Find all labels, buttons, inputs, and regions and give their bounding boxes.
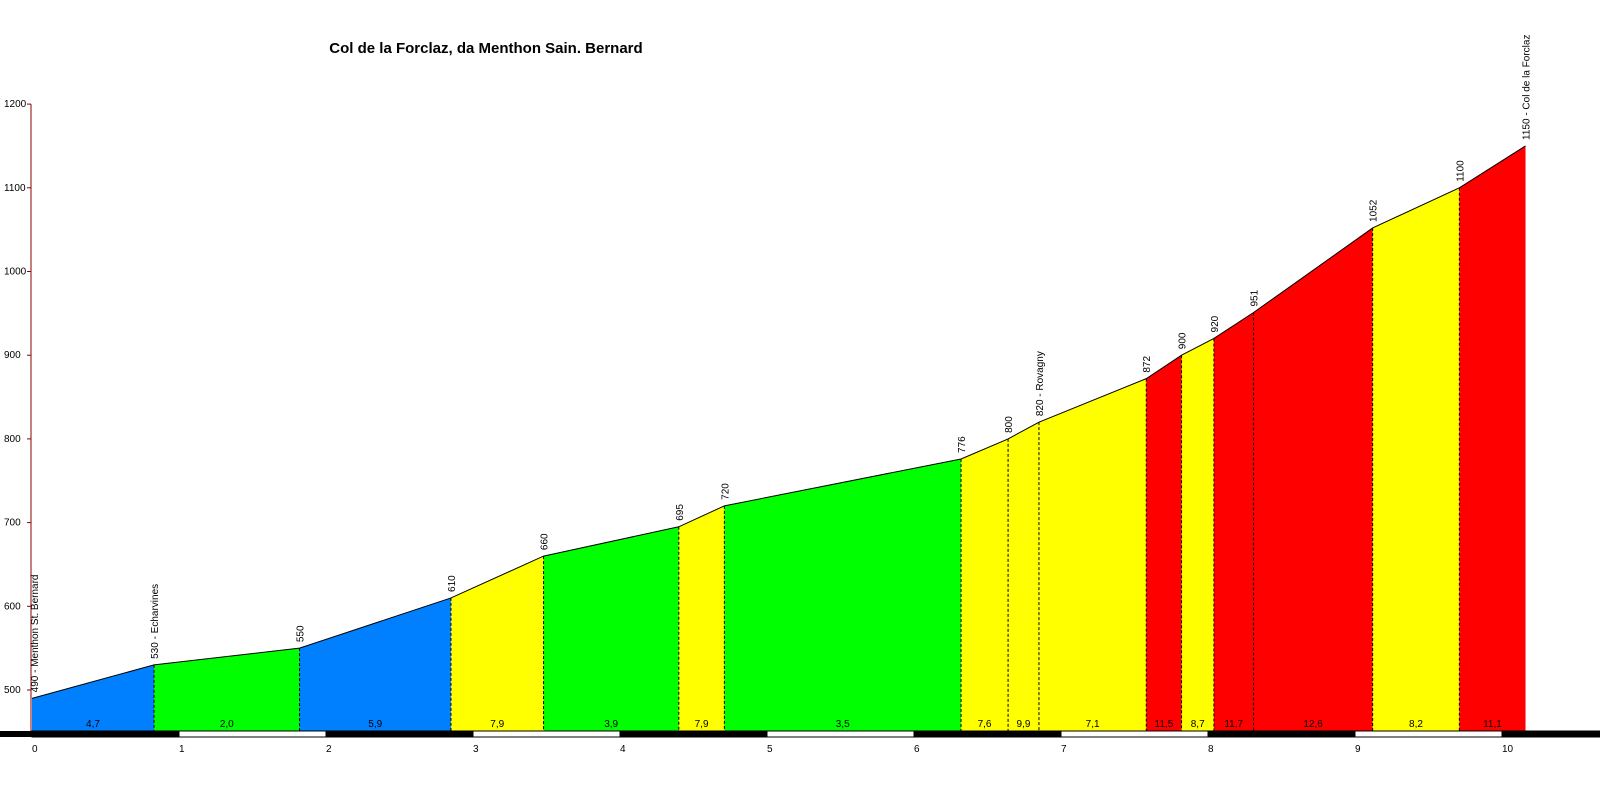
y-tick-label: 600 bbox=[4, 601, 21, 612]
gradient-label: 4,7 bbox=[86, 719, 100, 730]
gradient-label: 11,1 bbox=[1483, 719, 1502, 730]
profile-segment-8 bbox=[961, 438, 1009, 732]
profile-segment-16 bbox=[1459, 145, 1526, 732]
point-label: 920 bbox=[1210, 315, 1221, 332]
chart-title: Col de la Forclaz, da Menthon Sain. Bern… bbox=[329, 40, 642, 57]
gradient-label: 7,9 bbox=[695, 719, 709, 730]
x-tick-label: 7 bbox=[1061, 744, 1067, 755]
km-bar-segment bbox=[472, 730, 621, 738]
y-tick-label: 900 bbox=[4, 350, 21, 361]
km-bar-segment bbox=[1501, 730, 1600, 738]
km-bar-segment bbox=[913, 730, 1062, 738]
x-tick-label: 6 bbox=[914, 744, 920, 755]
profile-segment-3 bbox=[299, 597, 451, 732]
gradient-label: 5,9 bbox=[368, 719, 382, 730]
point-label: 1150 - Col de la Forclaz bbox=[1522, 35, 1533, 140]
profile-segment-12 bbox=[1181, 338, 1214, 732]
point-label: 872 bbox=[1142, 356, 1153, 373]
x-tick-label: 2 bbox=[326, 744, 332, 755]
profile-segment-1 bbox=[32, 664, 155, 732]
point-label: 1100 bbox=[1455, 160, 1466, 182]
profile-segment-2 bbox=[154, 648, 300, 732]
y-tick-label: 1100 bbox=[4, 183, 26, 194]
profile-segment-13 bbox=[1213, 312, 1254, 732]
profile-segments bbox=[31, 145, 1526, 733]
km-bar-segment bbox=[619, 730, 768, 738]
point-label: 820 - Rovagny bbox=[1035, 351, 1046, 416]
gradient-label: 7,1 bbox=[1086, 719, 1100, 730]
gradient-label: 9,9 bbox=[1017, 719, 1031, 730]
profile-segment-15 bbox=[1372, 187, 1460, 733]
y-tick-label: 1000 bbox=[4, 267, 27, 278]
point-label: 720 bbox=[720, 483, 731, 500]
point-label: 900 bbox=[1178, 332, 1189, 349]
gradient-label: 8,7 bbox=[1191, 719, 1205, 730]
km-bar-segment bbox=[178, 730, 327, 738]
profile-segment-10 bbox=[1038, 378, 1147, 732]
gradient-label: 8,2 bbox=[1409, 719, 1423, 730]
profile-segment-6 bbox=[678, 505, 725, 732]
y-tick-label: 1200 bbox=[4, 99, 27, 110]
gradient-label: 3,9 bbox=[604, 719, 618, 730]
km-bar-segment bbox=[1354, 730, 1503, 738]
gradient-label: 11,7 bbox=[1224, 719, 1243, 730]
point-label: 530 - Echarvines bbox=[150, 584, 161, 659]
gradient-label: 11,5 bbox=[1155, 719, 1174, 730]
x-tick-label: 1 bbox=[179, 744, 185, 755]
x-tick-label: 5 bbox=[767, 744, 773, 755]
point-labels: 490 - Menthon St. Bernard 530 - Echarvine… bbox=[30, 35, 1533, 693]
profile-segment-7 bbox=[724, 458, 962, 732]
gradient-label: 7,6 bbox=[978, 719, 992, 730]
gradient-labels: 4,7 2,0 5,9 7,9 3,9 7,9 3,5 7,6 9,9 7,1 11,5 8,7 11,… bbox=[86, 719, 1502, 730]
y-tick-label: 800 bbox=[4, 434, 21, 445]
point-label: 550 bbox=[296, 625, 307, 642]
point-label: 800 bbox=[1004, 416, 1015, 433]
point-label: 776 bbox=[957, 436, 968, 453]
profile-segment-5 bbox=[543, 526, 679, 732]
point-label: 695 bbox=[675, 504, 686, 521]
point-label: 1052 bbox=[1369, 199, 1380, 222]
gradient-label: 3,5 bbox=[836, 719, 850, 730]
x-tick-label: 10 bbox=[1502, 744, 1514, 755]
profile-segment-11 bbox=[1146, 355, 1182, 732]
km-bar-segment bbox=[325, 730, 474, 738]
km-bar-segment bbox=[31, 730, 180, 738]
km-bar-segment bbox=[1060, 730, 1209, 738]
point-label: 490 - Menthon St. Bernard bbox=[30, 575, 41, 693]
gradient-label: 2,0 bbox=[220, 719, 234, 730]
profile-segment-14 bbox=[1253, 227, 1373, 732]
km-bar-segment bbox=[766, 730, 915, 738]
x-tick-label: 0 bbox=[32, 744, 38, 755]
point-label: 610 bbox=[447, 575, 458, 592]
km-bar-segment bbox=[1207, 730, 1356, 738]
x-tick-label: 8 bbox=[1208, 744, 1214, 755]
x-tick-label: 4 bbox=[620, 744, 626, 755]
point-label: 951 bbox=[1250, 289, 1261, 306]
profile-segment-9 bbox=[1008, 422, 1039, 732]
y-tick-label: 500 bbox=[4, 685, 21, 696]
gradient-label: 12,6 bbox=[1303, 719, 1323, 730]
point-label: 660 bbox=[540, 533, 551, 550]
x-tick-label: 3 bbox=[473, 744, 479, 755]
km-bar-start bbox=[0, 731, 32, 737]
y-tick-label: 700 bbox=[4, 518, 21, 529]
segment-dividers bbox=[153, 187, 1460, 732]
gradient-label: 7,9 bbox=[490, 719, 504, 730]
x-tick-label: 9 bbox=[1355, 744, 1361, 755]
axes: 500 600 700 800 900 1000 1100 1200 0 1 2 3 4 5 6 7 8 9 10 bbox=[0, 99, 1600, 755]
profile-segment-4 bbox=[450, 556, 544, 732]
